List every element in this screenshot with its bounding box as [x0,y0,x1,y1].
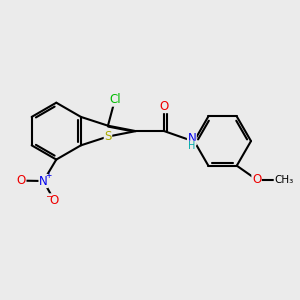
Text: H: H [188,141,196,151]
Text: −: − [45,191,52,200]
Text: S: S [104,130,112,143]
Text: O: O [160,100,169,112]
Text: N: N [39,175,48,188]
Text: O: O [252,173,261,186]
Text: +: + [45,171,52,180]
Text: N: N [188,132,196,145]
Text: O: O [50,194,59,207]
Text: CH₃: CH₃ [274,175,293,184]
Text: O: O [16,174,26,187]
Text: Cl: Cl [109,93,121,106]
